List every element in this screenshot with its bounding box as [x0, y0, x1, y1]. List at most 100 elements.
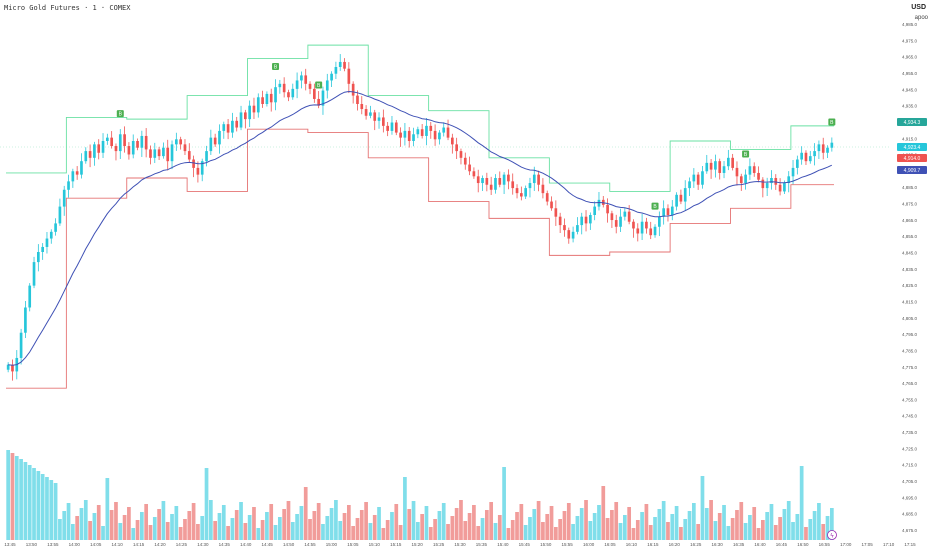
candle-body	[485, 178, 489, 185]
buy-marker[interactable]	[742, 150, 750, 158]
candle-body	[382, 117, 385, 126]
candle-body	[744, 174, 747, 184]
candle-body	[563, 225, 566, 231]
volume-bar	[230, 518, 235, 540]
volume-bar	[786, 501, 791, 540]
candle-body	[269, 93, 273, 103]
signal-markers: B B B B B B	[116, 63, 836, 210]
volume-bar	[502, 467, 506, 540]
volume-bar	[532, 509, 537, 540]
buy-marker[interactable]	[651, 202, 659, 210]
time-tick-label: 15:45	[519, 542, 531, 547]
volume-bar	[778, 517, 782, 540]
price-axis[interactable]: 4,985.0 4,975.0 4,965.0 4,955.0 4,945.0 4,935…	[902, 22, 918, 533]
candle-body	[511, 181, 515, 189]
candle-body	[75, 171, 79, 175]
volume-bar	[610, 510, 614, 540]
volume-bar	[450, 516, 455, 540]
candle-body	[498, 178, 502, 185]
last-price: 4,923.4	[904, 145, 921, 151]
currency-label[interactable]: USD	[911, 4, 926, 11]
time-tick-label: 15:50	[540, 542, 552, 547]
volume-bar	[62, 511, 67, 540]
candle-body	[338, 61, 342, 67]
volume-bar	[709, 500, 713, 540]
volume-bar	[49, 480, 54, 540]
volume-bar	[217, 513, 222, 540]
volume-bar	[704, 508, 709, 540]
trail-low-line	[6, 128, 834, 389]
candle-body	[761, 179, 765, 189]
candle-body	[589, 215, 592, 224]
price-tick-label: 4,865.0	[902, 218, 918, 223]
volume-bar	[562, 511, 567, 540]
time-tick-label: 16:20	[669, 542, 681, 547]
candle-body	[727, 157, 730, 167]
candle-body	[369, 112, 372, 116]
candle-body	[308, 83, 312, 89]
candle-body	[774, 178, 778, 185]
volume-bar	[480, 518, 485, 540]
volume-bar	[329, 508, 334, 540]
candle-body	[412, 134, 415, 141]
volume-bar	[157, 509, 161, 540]
time-tick-label: 14:00	[69, 542, 81, 547]
volume-bar	[135, 520, 140, 540]
volume-bar	[614, 502, 619, 540]
ma-price: 4,909.7	[904, 168, 921, 174]
volume-bar	[148, 525, 153, 540]
buy-marker[interactable]	[315, 81, 323, 89]
time-axis[interactable]: 13:45 13:50 13:55 14:00 14:05 14:10 14:15 14:20…	[4, 542, 916, 547]
buy-marker[interactable]	[828, 118, 836, 126]
volume-bar	[441, 503, 446, 540]
symbol-title: Micro Gold Futures · 1 · COMEX	[4, 4, 131, 12]
trail-high-price-bg	[897, 118, 927, 126]
volume-bar	[812, 511, 817, 540]
volume-bar	[687, 511, 692, 540]
lightning-icon[interactable]	[827, 530, 837, 540]
candlesticks	[6, 54, 834, 381]
volume-bar	[463, 521, 468, 540]
volume-bar	[717, 513, 722, 540]
time-tick-label: 17:00	[840, 542, 852, 547]
time-tick-label: 15:55	[562, 542, 574, 547]
time-tick-label: 15:30	[454, 542, 466, 547]
volume-bar	[653, 517, 657, 540]
candle-body	[209, 137, 213, 152]
candle-body	[532, 174, 536, 184]
candle-body	[278, 83, 282, 88]
buy-marker[interactable]	[272, 63, 280, 70]
volume-bar	[178, 527, 183, 540]
candle-body	[619, 216, 622, 227]
candle-body	[265, 93, 269, 104]
candle-body	[528, 183, 532, 189]
buy-marker[interactable]	[116, 110, 124, 118]
candle-body	[550, 201, 553, 209]
time-tick-label: 16:45	[776, 542, 788, 547]
price-tick-label: 4,875.0	[902, 202, 918, 207]
volume-bar	[558, 519, 563, 540]
price-tick-label: 4,935.0	[902, 104, 918, 109]
trailing-stop-lines	[6, 44, 834, 389]
candle-body	[489, 184, 493, 190]
volume-bar	[277, 517, 282, 540]
volume-bar	[221, 505, 226, 540]
volume-bar	[40, 474, 45, 540]
candle-body	[407, 130, 411, 141]
candle-body	[144, 135, 148, 150]
volume-bar	[644, 504, 649, 540]
ma-line	[8, 90, 833, 366]
candle-body	[813, 151, 816, 157]
volume-bar	[122, 515, 127, 540]
time-tick-label: 17:10	[883, 542, 895, 547]
volume-bar	[515, 512, 519, 540]
time-tick-label: 14:50	[283, 542, 295, 547]
price-tick-label: 4,675.0	[902, 528, 918, 533]
price-mode-label[interactable]: apoo	[914, 15, 928, 21]
candle-body	[222, 124, 226, 131]
time-tick-label: 16:40	[754, 542, 766, 547]
price-tick-label: 4,725.0	[902, 446, 918, 451]
volume-bar	[105, 478, 110, 540]
candle-body	[429, 125, 433, 131]
